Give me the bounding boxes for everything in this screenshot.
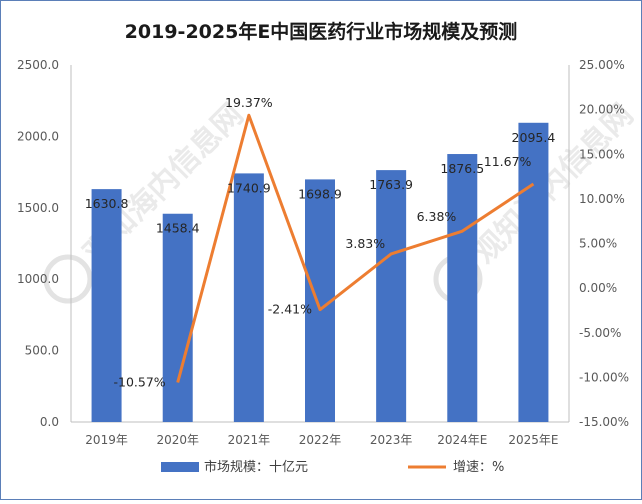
right-tick-label: -10.00%: [579, 370, 629, 384]
growth-value-label: 19.37%: [225, 95, 273, 110]
left-tick-label: 2500.0: [17, 58, 59, 72]
left-tick-label: 500.0: [25, 344, 59, 358]
x-tick-label: 2020年: [156, 433, 199, 447]
bar: [163, 214, 193, 422]
left-tick-label: 0.0: [40, 415, 59, 429]
right-tick-label: 25.00%: [579, 58, 625, 72]
legend-bar-swatch: [161, 462, 199, 472]
right-tick-label: 0.00%: [579, 281, 617, 295]
x-tick-label: 2025年E: [508, 433, 558, 447]
bar: [447, 154, 477, 422]
right-tick-label: 15.00%: [579, 147, 625, 161]
right-tick-label: 20.00%: [579, 103, 625, 117]
growth-value-label: -2.41%: [268, 302, 312, 317]
legend: 市场规模：十亿元 增速：%: [161, 459, 504, 475]
legend-line-label: 增速：%: [453, 460, 504, 475]
left-tick-label: 2000.0: [17, 129, 59, 143]
growth-value-label: 11.67%: [484, 154, 532, 169]
right-tick-label: 10.00%: [579, 192, 625, 206]
growth-value-label: 6.38%: [417, 209, 457, 224]
x-tick-label: 2024年E: [437, 433, 487, 447]
right-tick-label: 5.00%: [579, 237, 617, 251]
bar-value-label: 1876.5: [440, 161, 484, 176]
growth-value-label: -10.57%: [114, 374, 166, 389]
bar-value-label: 1763.9: [369, 177, 413, 192]
x-tick-label: 2019年: [85, 433, 128, 447]
legend-bar-label: 市场规模：十亿元: [204, 459, 308, 475]
bar-value-label: 1458.4: [156, 221, 200, 236]
left-tick-label: 1500.0: [17, 201, 59, 215]
left-tick-label: 1000.0: [17, 272, 59, 286]
plot-area: 0.0 500.0 1000.0 1500.0 2000.0 2500.0 -15.00% -…: [17, 58, 629, 447]
bar-value-label: 1740.9: [227, 180, 271, 195]
right-tick-label: -5.00%: [579, 326, 621, 340]
x-tick-label: 2022年: [299, 433, 342, 447]
x-tick-label: 2023年: [370, 433, 413, 447]
bar-value-label: 2095.4: [512, 130, 556, 145]
bar-value-label: 1698.9: [298, 186, 342, 201]
watermark-0: 观知海内信息网: [37, 94, 253, 310]
x-tick-label: 2021年: [228, 433, 271, 447]
right-tick-label: -15.00%: [579, 415, 629, 429]
bar: [376, 170, 406, 422]
bar-value-label: 1630.8: [85, 196, 129, 211]
bar: [234, 173, 264, 422]
growth-value-label: 3.83%: [345, 236, 385, 251]
chart-title: 2019-2025年E中国医药行业市场规模及预测: [125, 20, 518, 43]
